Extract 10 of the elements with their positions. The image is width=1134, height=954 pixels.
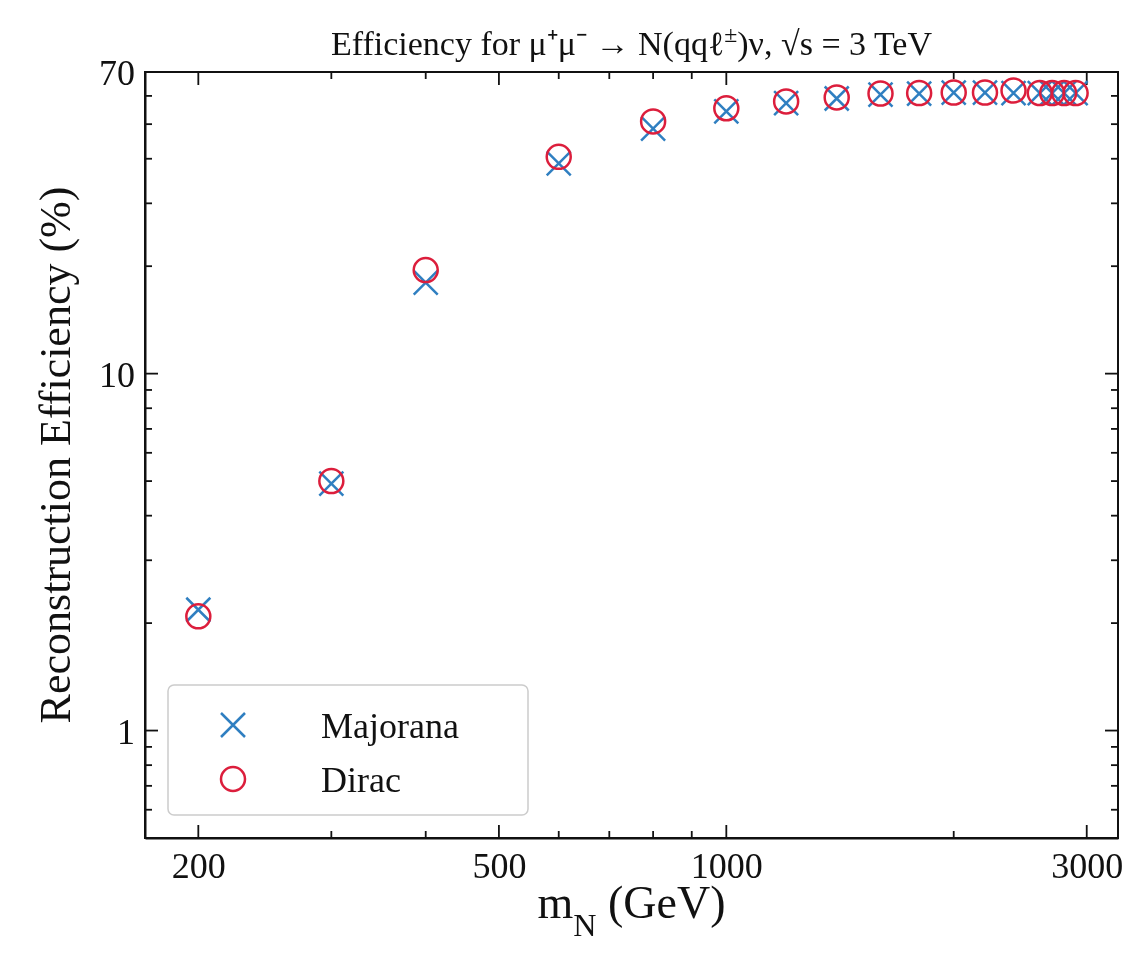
x-tick-label: 3000 [1051, 845, 1124, 886]
y-tick-label: 70 [99, 53, 135, 94]
y-tick-label: 1 [117, 711, 135, 752]
x-tick-label: 500 [472, 845, 527, 886]
legend-label: Majorana [321, 705, 459, 746]
y-axis-title: Reconstruction Efficiency (%) [31, 186, 80, 724]
x-tick-label: 200 [171, 845, 226, 886]
legend-label: Dirac [321, 759, 401, 800]
chart-title: Efficiency for μ⁺μ⁻ → N(qqℓ$^{±}$)ν, √s = 3 TeV [331, 21, 933, 63]
y-tick-label: 10 [99, 354, 135, 395]
